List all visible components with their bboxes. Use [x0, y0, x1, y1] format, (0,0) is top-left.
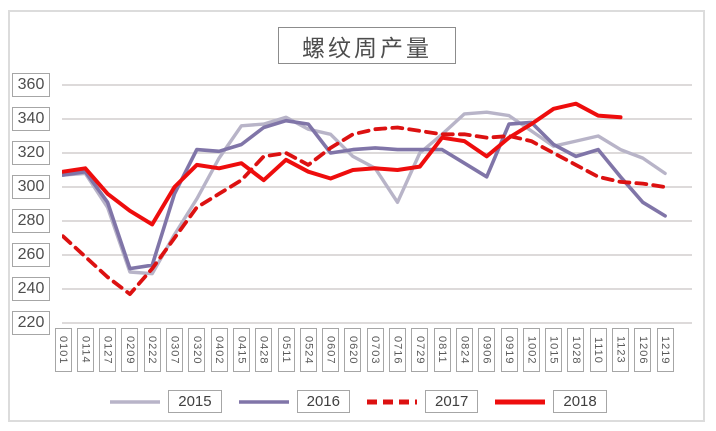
x-axis-tick-1028: 1028 [567, 328, 585, 372]
x-axis-tick-0320: 0320 [188, 328, 206, 372]
x-axis-tick-0607: 0607 [322, 328, 340, 372]
legend-label-2016: 2016 [296, 390, 350, 413]
legend-item-2017: 2017 [366, 390, 479, 413]
y-axis-tick-240: 240 [12, 277, 50, 301]
y-axis-tick-220: 220 [12, 311, 50, 335]
x-axis-tick-0524: 0524 [299, 328, 317, 372]
x-axis-tick-0415: 0415 [232, 328, 250, 372]
legend-swatch-2016 [238, 399, 289, 404]
y-axis-tick-260: 260 [12, 243, 50, 267]
x-axis-tick-0703: 0703 [366, 328, 384, 372]
legend-item-2018: 2018 [494, 390, 607, 413]
x-axis-tick-0222: 0222 [143, 328, 161, 372]
x-axis-tick-0811: 0811 [433, 328, 451, 372]
plot-area [62, 84, 692, 324]
x-axis-tick-0824: 0824 [455, 328, 473, 372]
x-axis-tick-0729: 0729 [411, 328, 429, 372]
legend-item-2015: 2015 [109, 390, 222, 413]
y-axis-tick-320: 320 [12, 141, 50, 165]
legend-item-2016: 2016 [238, 390, 350, 413]
x-axis-tick-0511: 0511 [277, 328, 295, 372]
legend-label-2017: 2017 [425, 390, 479, 413]
series-line-2018 [62, 101, 623, 227]
x-axis-tick-0101: 0101 [54, 328, 72, 372]
x-axis-tick-1110: 1110 [589, 328, 607, 372]
legend-swatch-2015 [110, 399, 161, 404]
series-line-2016 [62, 118, 667, 271]
y-axis-tick-300: 300 [12, 175, 50, 199]
x-axis-tick-0127: 0127 [99, 328, 117, 372]
y-axis-tick-360: 360 [12, 73, 50, 97]
y-axis-tick-340: 340 [12, 107, 50, 131]
x-axis-tick-0428: 0428 [255, 328, 273, 372]
x-axis-tick-1206: 1206 [634, 328, 652, 372]
x-axis-tick-1219: 1219 [656, 328, 674, 372]
legend-swatch-2018 [495, 399, 546, 404]
x-axis-tick-0716: 0716 [389, 328, 406, 372]
x-axis-tick-0307: 0307 [166, 328, 183, 372]
x-axis-tick-0919: 0919 [500, 328, 518, 372]
chart-legend: 2015 2016 2017 2018 [0, 390, 716, 413]
x-axis-tick-0402: 0402 [210, 328, 228, 372]
y-axis-tick-280: 280 [12, 209, 50, 233]
series-line-2017 [62, 125, 667, 297]
x-axis-tick-0209: 0209 [121, 328, 139, 372]
legend-label-2015: 2015 [168, 390, 222, 413]
x-axis-tick-0114: 0114 [76, 328, 94, 372]
legend-swatch-2017 [367, 399, 417, 404]
x-axis-tick-0620: 0620 [344, 328, 362, 372]
x-axis-tick-1002: 1002 [522, 328, 540, 372]
x-axis-tick-0906: 0906 [478, 328, 496, 372]
legend-label-2018: 2018 [553, 390, 607, 413]
x-axis-tick-1123: 1123 [612, 328, 629, 372]
series-line-2015 [62, 110, 667, 276]
chart-title: 螺纹周产量 [278, 27, 456, 64]
x-axis-tick-1015: 1015 [545, 328, 563, 372]
